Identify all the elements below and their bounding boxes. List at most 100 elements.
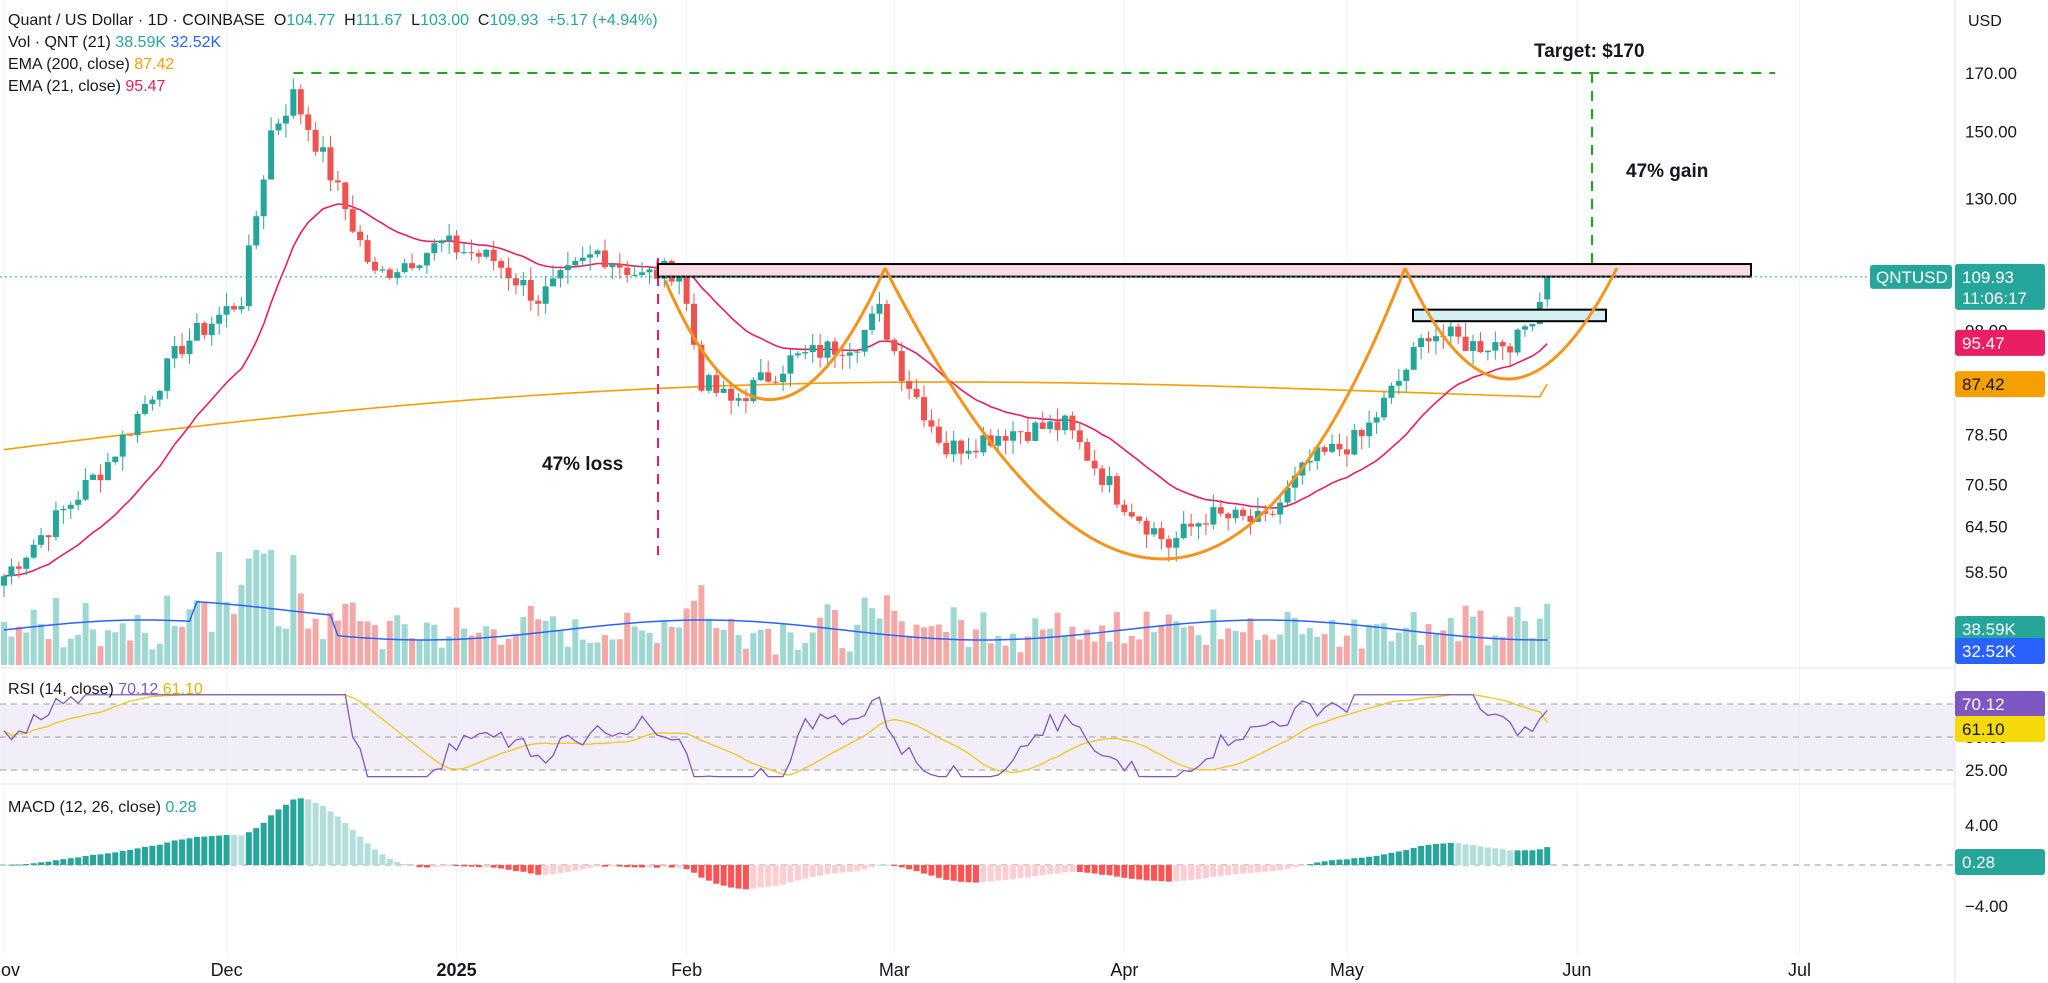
volume-bar — [579, 639, 586, 665]
volume-bar — [668, 627, 675, 665]
candle-body — [334, 180, 341, 183]
time-tick-label: 2025 — [437, 960, 477, 980]
candle-body — [1499, 342, 1506, 347]
macd-bar — [193, 836, 200, 865]
macd-bar — [1039, 865, 1046, 876]
volume-bar — [631, 626, 638, 665]
macd-bar — [104, 853, 111, 865]
macd-bar — [364, 843, 371, 865]
volume-bar — [134, 615, 141, 665]
macd-bar — [1432, 843, 1439, 865]
macd-bar — [861, 865, 868, 870]
volume-bar — [802, 642, 809, 665]
low-value: 103.00 — [420, 12, 469, 29]
macd-bar — [290, 799, 297, 865]
volume-bar — [854, 624, 861, 665]
volume-bar — [30, 609, 37, 665]
candle-body — [906, 381, 913, 389]
macd-legend[interactable]: MACD (12, 26, close) 0.28 — [8, 797, 197, 819]
candle-body — [1388, 385, 1395, 398]
macd-bar — [950, 865, 957, 881]
volume-bar — [364, 621, 371, 665]
macd-bar — [156, 844, 163, 865]
macd-bar — [1477, 846, 1484, 865]
macd-bar — [609, 865, 616, 867]
candle-body — [1410, 346, 1417, 370]
volume-bar — [201, 602, 208, 665]
candle-body — [446, 235, 453, 241]
macd-bar — [1069, 865, 1076, 872]
candle-body — [253, 216, 260, 246]
macd-bar — [75, 857, 82, 865]
volume-bar — [564, 646, 571, 665]
macd-bar — [498, 865, 505, 869]
volume-bar — [45, 639, 52, 665]
macd-bar — [1381, 854, 1387, 865]
candle-body — [535, 300, 542, 304]
volume-bar — [1039, 629, 1046, 665]
candle-body — [1084, 442, 1091, 461]
macd-bar — [624, 865, 631, 868]
time-tick-label: May — [1330, 960, 1364, 980]
volume-bar — [720, 629, 727, 665]
volume-bar — [594, 642, 601, 665]
volume-bar — [223, 601, 230, 665]
volume-bar — [1373, 624, 1380, 665]
macd-bar — [705, 865, 712, 881]
macd-bar — [1484, 847, 1491, 865]
candle-body — [1381, 397, 1387, 418]
macd-bar — [394, 862, 401, 865]
volume-bar — [1499, 636, 1506, 665]
volume-bar — [1143, 611, 1150, 665]
volume-bar — [312, 618, 319, 665]
rsi-ma-tag: 61.10 — [1962, 720, 2005, 739]
volume-ma-tag: 32.52K — [1962, 642, 2017, 661]
candle-body — [1165, 539, 1172, 548]
macd-bar — [201, 836, 208, 865]
macd-bar — [691, 865, 697, 873]
rsi-tag-bg — [1955, 691, 2045, 717]
ema21-value: 95.47 — [125, 78, 166, 95]
volume-bar — [520, 616, 527, 665]
volume-legend[interactable]: Vol · QNT (21) 38.59K 32.52K — [8, 32, 221, 54]
candle-body — [1462, 336, 1469, 351]
candle-body — [453, 235, 460, 253]
macd-bar — [987, 865, 994, 882]
candle-body — [935, 426, 942, 443]
volume-bar — [913, 624, 920, 665]
macd-bar — [839, 865, 846, 873]
volume-bar — [616, 639, 623, 665]
ema200-legend[interactable]: EMA (200, close) 87.42 — [8, 54, 174, 76]
volume-bar — [438, 647, 445, 665]
volume-bar — [193, 600, 200, 665]
macd-bar — [587, 865, 594, 868]
candle-body — [587, 254, 594, 258]
volume-bar — [1106, 641, 1113, 665]
candle-body — [1099, 468, 1106, 486]
volume-bar — [349, 602, 356, 665]
volume-bar — [1017, 652, 1024, 665]
volume-bar — [780, 624, 787, 665]
candle-body — [639, 272, 646, 275]
price-tick-label: 150.00 — [1965, 123, 2017, 142]
volume-bar — [1484, 645, 1491, 665]
macd-bar — [1514, 850, 1521, 865]
ema21-legend[interactable]: EMA (21, close) 95.47 — [8, 76, 165, 98]
candle-body — [1358, 430, 1365, 437]
volume-bar — [1232, 630, 1239, 665]
macd-bar — [349, 830, 356, 865]
volume-bar — [1521, 621, 1528, 665]
volume-bar — [1329, 620, 1336, 665]
volume-bar — [943, 631, 950, 665]
candle-body — [787, 355, 794, 374]
macd-bar — [297, 798, 304, 865]
macd-bar — [1366, 856, 1373, 865]
candle-body — [1507, 346, 1514, 353]
volume-bar — [67, 638, 74, 665]
currency-label[interactable]: USD — [1968, 13, 2002, 30]
rsi-legend[interactable]: RSI (14, close) 70.12 61.10 — [8, 679, 203, 701]
macd-bar — [921, 865, 927, 874]
macd-bar — [846, 865, 853, 872]
macd-bar — [1232, 865, 1239, 875]
